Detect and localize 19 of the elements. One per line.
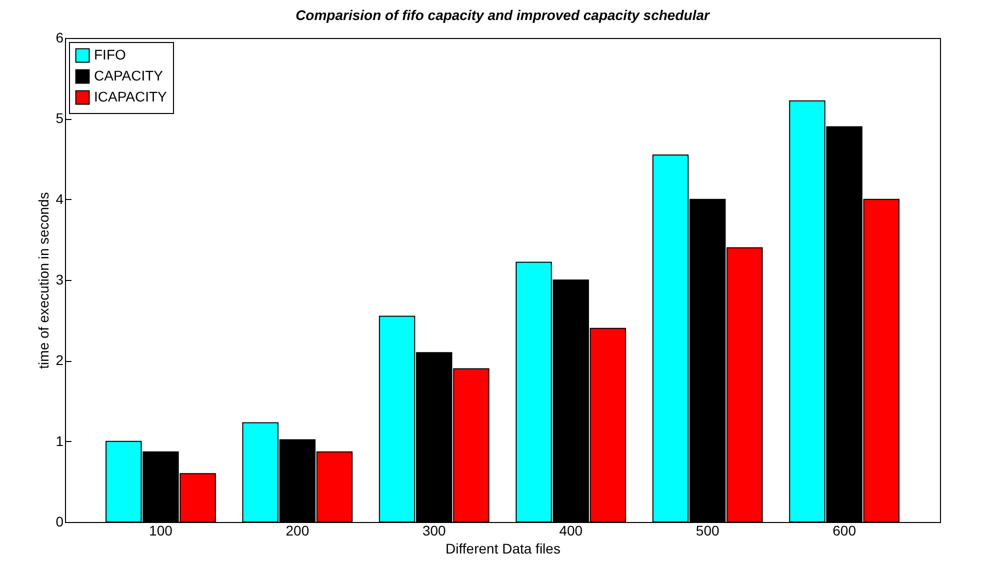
legend-label: ICAPACITY	[94, 88, 168, 104]
y-tick-label: 6	[56, 30, 64, 46]
x-tick-label: 400	[559, 522, 583, 538]
x-tick-label: 500	[696, 522, 720, 538]
legend-label: FIFO	[94, 46, 126, 62]
y-tick-label: 1	[56, 432, 64, 449]
legend-label: CAPACITY	[94, 68, 164, 84]
x-tick-label: 100	[149, 522, 173, 538]
y-axis-title: time of execution in seconds	[36, 192, 52, 369]
y-tick-label: 2	[56, 352, 64, 368]
x-tick-label: 300	[422, 522, 446, 538]
y-tick-label: 5	[56, 110, 64, 126]
x-axis-title: Different Data files	[446, 540, 560, 556]
chart-title: Comparision of fifo capacity and improved capacity schedular	[296, 7, 711, 23]
y-tick-label: 3	[56, 272, 64, 288]
y-tick-label: 0	[56, 514, 64, 530]
y-tick-label: 4	[56, 190, 64, 207]
x-tick-label: 200	[286, 522, 310, 538]
x-tick-label: 600	[832, 522, 856, 538]
